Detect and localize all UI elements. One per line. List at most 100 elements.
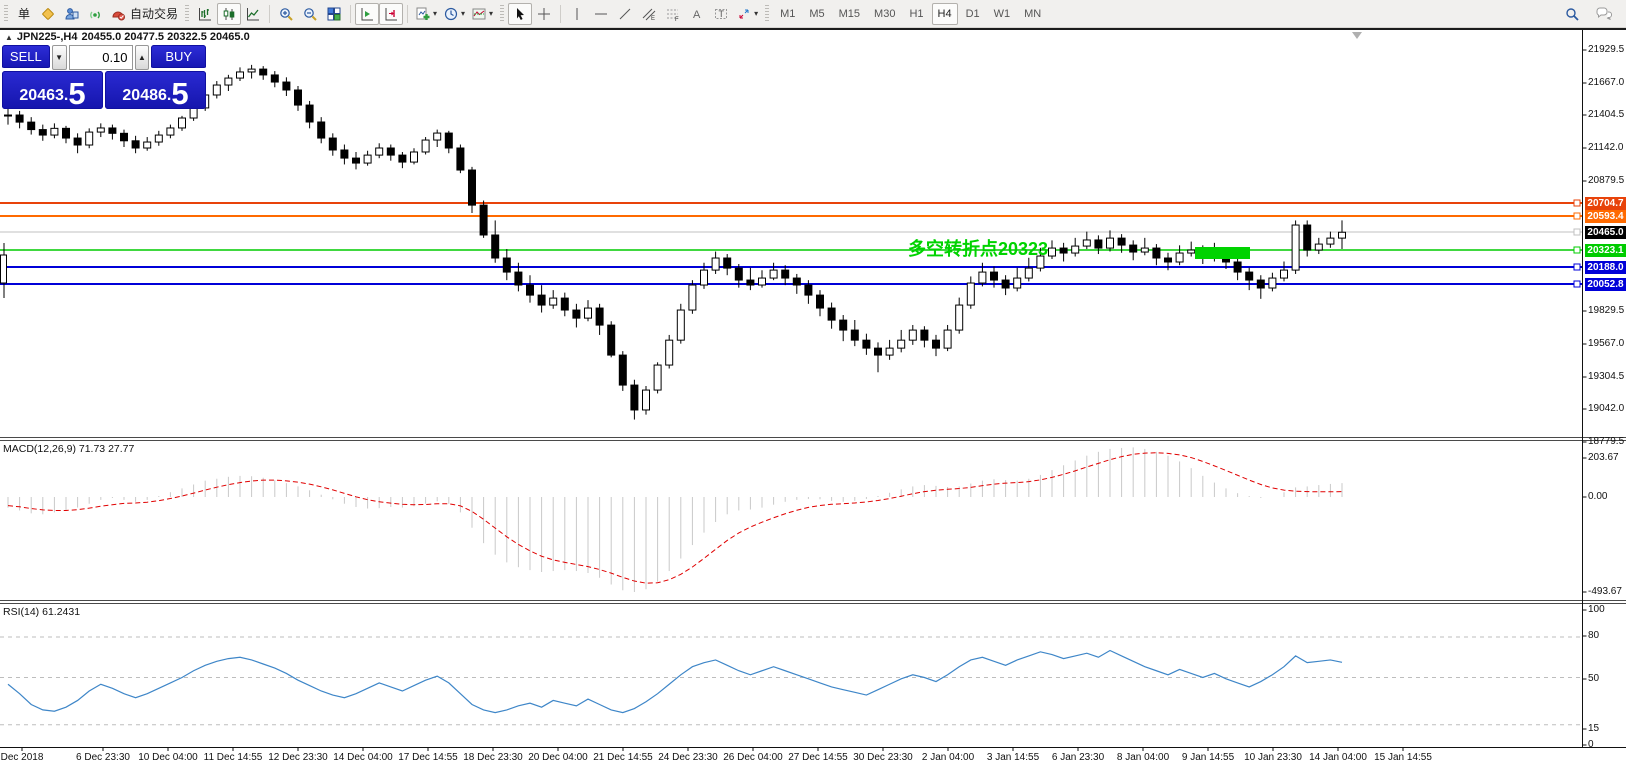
candle-body bbox=[410, 151, 418, 163]
rsi-label: RSI(14) bbox=[3, 606, 40, 618]
timeframe-button-h4[interactable]: H4 bbox=[931, 2, 958, 25]
candle-body bbox=[1245, 271, 1254, 281]
candle-body bbox=[1129, 244, 1138, 253]
sell-price-dot: . bbox=[63, 87, 69, 104]
candle-body bbox=[305, 104, 314, 123]
candle-body bbox=[1314, 243, 1323, 251]
toolbar-grip[interactable] bbox=[185, 4, 190, 23]
new-chart-caret: ▾ bbox=[433, 9, 438, 18]
candle-body bbox=[862, 339, 871, 349]
level-anchor-square bbox=[1573, 199, 1581, 207]
candle-body bbox=[607, 324, 616, 356]
text-label-button[interactable]: T bbox=[709, 3, 733, 25]
new-chart-button[interactable]: ▾ bbox=[412, 3, 440, 25]
candle-body bbox=[1140, 247, 1149, 253]
chart-symbol-period: JPN225-,H4 bbox=[16, 31, 78, 43]
tile-windows-button[interactable] bbox=[322, 3, 346, 25]
new-order-label: 单 bbox=[17, 7, 30, 21]
templates-button[interactable]: ▾ bbox=[468, 3, 496, 25]
panel-collapse-toggle[interactable]: ▲ bbox=[5, 32, 13, 42]
zoom-out-button[interactable] bbox=[298, 3, 322, 25]
candle-body bbox=[479, 204, 488, 236]
buy-price-pip: 5 bbox=[171, 75, 189, 111]
search-button[interactable] bbox=[1560, 3, 1584, 25]
clock-icon bbox=[444, 7, 458, 20]
cursor-button[interactable] bbox=[508, 2, 533, 25]
candle-body bbox=[1268, 277, 1277, 289]
candle-body bbox=[456, 147, 465, 171]
cursor-icon bbox=[517, 7, 525, 20]
auto-scroll-button[interactable] bbox=[355, 2, 380, 25]
rsi-value: 61.2431 bbox=[42, 606, 81, 618]
crosshair-button[interactable] bbox=[532, 3, 556, 25]
candle-body bbox=[317, 121, 326, 139]
candle-body bbox=[908, 329, 917, 341]
chat-button[interactable] bbox=[1592, 3, 1616, 25]
timeframe-button-w1[interactable]: W1 bbox=[993, 7, 1011, 20]
timeframe-button-m5[interactable]: M5 bbox=[809, 7, 825, 20]
candle-body bbox=[560, 297, 569, 311]
candle-body bbox=[398, 154, 407, 163]
lot-size-input[interactable] bbox=[68, 45, 133, 70]
chart-annotation-text[interactable]: 多空转折点20323 bbox=[908, 239, 1049, 259]
chart-shift-button[interactable] bbox=[379, 2, 404, 25]
buy-button[interactable]: BUY bbox=[151, 45, 207, 70]
timeframe-button-h1[interactable]: H1 bbox=[909, 7, 924, 20]
zoom-out-icon bbox=[304, 7, 317, 21]
timeframe-button-m15[interactable]: M15 bbox=[838, 7, 861, 20]
text-button[interactable]: A bbox=[685, 3, 709, 25]
trendline-button[interactable] bbox=[613, 3, 637, 25]
autotrading-label: 自动交易 bbox=[130, 7, 179, 21]
timeframe-button-mn[interactable]: MN bbox=[1024, 7, 1042, 20]
zoom-in-button[interactable] bbox=[274, 3, 298, 25]
zoom-in-icon bbox=[280, 7, 293, 21]
arrows-caret: ▾ bbox=[754, 9, 759, 18]
timeframe-button-m1[interactable]: M1 bbox=[780, 7, 796, 20]
sell-price-box[interactable]: 20463. 5 bbox=[2, 71, 103, 109]
deposit-button[interactable] bbox=[36, 3, 60, 25]
candle-body bbox=[38, 129, 47, 136]
line-chart-icon bbox=[247, 7, 260, 20]
profile-button[interactable] bbox=[60, 3, 84, 25]
candlestick-chart-button[interactable] bbox=[217, 2, 242, 25]
toolbar-grip[interactable] bbox=[500, 4, 505, 23]
svg-text:T: T bbox=[719, 9, 725, 19]
candle-body bbox=[723, 257, 732, 269]
vertical-line-button[interactable] bbox=[565, 3, 589, 25]
toolbar-grip[interactable] bbox=[4, 4, 8, 23]
timeframe-button-m30[interactable]: M30 bbox=[874, 7, 896, 20]
candle-body bbox=[1187, 249, 1196, 254]
autotrading-button[interactable]: 自动交易 bbox=[108, 3, 181, 25]
line-chart-button[interactable] bbox=[241, 3, 265, 25]
sell-button[interactable]: SELL bbox=[2, 45, 50, 70]
periods-button[interactable]: ▾ bbox=[440, 3, 468, 25]
news-button[interactable] bbox=[84, 3, 108, 25]
candle-body bbox=[433, 132, 442, 141]
timeframe-button-d1[interactable]: D1 bbox=[965, 7, 980, 20]
buy-price-main: 20486 bbox=[122, 87, 167, 104]
candle-body bbox=[746, 279, 755, 286]
chart-window-border bbox=[0, 28, 1626, 30]
candle-body bbox=[1059, 247, 1068, 254]
candle-body bbox=[1280, 269, 1288, 279]
toolbar-grip[interactable] bbox=[765, 4, 770, 23]
level-anchor-square bbox=[1573, 280, 1581, 288]
toolbar: 单 自动交易 bbox=[0, 0, 1626, 28]
horizontal-line-button[interactable] bbox=[589, 3, 613, 25]
new-order-button[interactable]: 单 bbox=[12, 3, 36, 25]
buy-price-dot: . bbox=[166, 87, 172, 104]
candle-body bbox=[1233, 261, 1242, 273]
lot-increase-button[interactable]: ▲ bbox=[134, 45, 150, 70]
signal-icon bbox=[90, 11, 100, 18]
bar-chart-button[interactable] bbox=[193, 3, 217, 25]
arrows-button[interactable]: ▾ bbox=[733, 3, 761, 25]
candle-body bbox=[537, 294, 546, 306]
templates-icon bbox=[472, 8, 486, 19]
lot-decrease-button[interactable]: ▼ bbox=[51, 45, 67, 70]
candle-body bbox=[1256, 279, 1265, 289]
candle-body bbox=[1117, 237, 1126, 246]
buy-price-box[interactable]: 20486. 5 bbox=[105, 71, 206, 109]
fibonacci-button[interactable]: F bbox=[661, 3, 685, 25]
channel-button[interactable]: E bbox=[637, 3, 661, 25]
